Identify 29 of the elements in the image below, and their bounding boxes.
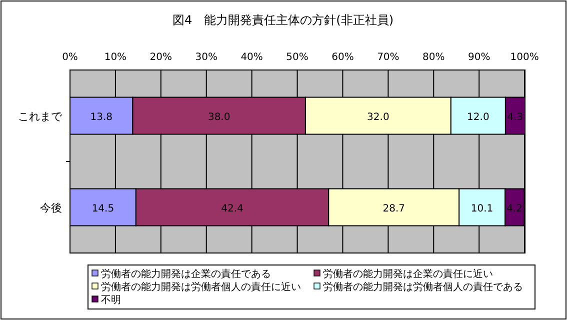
x-tick-label: 60% [332,52,354,63]
x-tick-label: 0% [62,52,78,63]
legend-label: 労働者の能力開発は労働者個人の責任である [323,281,523,293]
legend-label: 労働者の能力開発は企業の責任である [101,268,271,280]
y-tick-label: これまで [18,110,63,123]
x-tick-label: 90% [468,52,490,63]
data-label: 38.0 [208,112,230,123]
legend-label: 労働者の能力開発は企業の責任に近い [323,268,493,280]
data-label: 4.2 [506,203,522,214]
data-label: 4.3 [507,112,524,123]
x-tick-label: 30% [195,52,218,63]
x-tick-label: 100% [510,52,539,63]
data-label: 42.4 [221,203,244,214]
legend-label: 不明 [101,295,121,306]
legend-label: 労働者の能力開発は労働者個人の責任に近い [101,281,301,293]
x-tick-label: 40% [240,52,263,63]
x-tick-label: 70% [377,52,400,63]
data-label: 32.0 [367,112,390,123]
x-tick-label: 20% [150,52,172,63]
x-tick-label: 50% [286,52,308,63]
x-tick-label: 10% [104,52,127,63]
data-label: 28.7 [382,203,405,214]
data-label: 10.1 [470,203,494,214]
data-label: 13.8 [90,112,112,123]
data-label: 12.0 [467,112,490,123]
x-tick-label: 80% [422,52,445,63]
chart-title: 図4 能力開発責任主体の方針(非正社員) [172,13,394,27]
y-tick-label: 今後 [40,201,62,214]
data-label: 14.5 [92,203,114,214]
